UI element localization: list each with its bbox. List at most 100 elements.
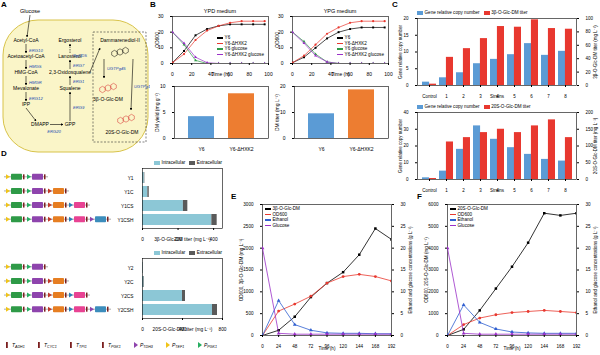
svg-text:3β-O-Glc-DM titer (mg L⁻¹): 3β-O-Glc-DM titer (mg L⁻¹) xyxy=(154,237,211,242)
svg-text:Squalene: Squalene xyxy=(59,85,80,91)
svg-text:HMGR: HMGR xyxy=(29,80,42,85)
svg-text:2000: 2000 xyxy=(243,246,254,251)
svg-text:2,3-Oxidosqualene: 2,3-Oxidosqualene xyxy=(49,69,91,75)
svg-text:20: 20 xyxy=(189,71,195,77)
svg-text:Time (h): Time (h) xyxy=(331,71,350,77)
svg-text:10: 10 xyxy=(403,160,409,165)
svg-text:DM yield (mg g⁻¹): DM yield (mg g⁻¹) xyxy=(154,93,160,132)
svg-text:Y6: Y6 xyxy=(198,146,204,152)
svg-text:3: 3 xyxy=(479,94,482,99)
svg-text:7: 7 xyxy=(547,188,550,193)
svg-text:Strains: Strains xyxy=(490,188,505,193)
svg-text:OD600, 20S-O-Glc-DM (mg L⁻¹): OD600, 20S-O-Glc-DM (mg L⁻¹) xyxy=(424,237,429,303)
svg-text:5: 5 xyxy=(513,188,516,193)
svg-text:Control: Control xyxy=(422,188,437,193)
svg-text:200: 200 xyxy=(586,110,594,115)
svg-text:ERG7: ERG7 xyxy=(73,63,85,68)
svg-text:OD600, 3β-O-Glc-DM (mg L⁻¹): OD600, 3β-O-Glc-DM (mg L⁻¹) xyxy=(239,238,244,301)
svg-text:30: 30 xyxy=(278,13,284,19)
svg-text:5: 5 xyxy=(406,66,409,71)
svg-text:Y2C: Y2C xyxy=(124,280,134,285)
svg-text:ERG10: ERG10 xyxy=(29,48,43,53)
svg-text:6: 6 xyxy=(530,188,533,193)
svg-text:20: 20 xyxy=(586,246,592,251)
svg-text:10: 10 xyxy=(280,109,286,115)
svg-text:0: 0 xyxy=(436,333,439,338)
svg-text:0: 0 xyxy=(141,237,144,242)
svg-text:0: 0 xyxy=(406,83,409,88)
svg-text:0: 0 xyxy=(163,135,166,141)
svg-text:Y1CSH: Y1CSH xyxy=(118,218,135,223)
svg-text:72: 72 xyxy=(308,344,314,349)
svg-text:DM titer (mg L⁻¹): DM titer (mg L⁻¹) xyxy=(274,94,280,131)
svg-text:1000: 1000 xyxy=(243,289,254,294)
svg-text:2000: 2000 xyxy=(428,289,439,294)
svg-text:Y6: Y6 xyxy=(318,146,324,152)
svg-text:Y6-ΔHXK2: Y6-ΔHXK2 xyxy=(349,146,373,152)
svg-text:TCYC1: TCYC1 xyxy=(44,342,57,349)
svg-text:0: 0 xyxy=(251,333,254,338)
svg-text:40: 40 xyxy=(586,56,592,61)
svg-text:Gene relative copy number: Gene relative copy number xyxy=(398,24,403,79)
svg-text:20S-O-Glc-DM titer (mg L⁻¹): 20S-O-Glc-DM titer (mg L⁻¹) xyxy=(153,327,213,332)
svg-text:IPP: IPP xyxy=(22,101,31,107)
svg-text:3000: 3000 xyxy=(428,267,439,272)
svg-text:15: 15 xyxy=(586,267,592,272)
svg-text:Glucose: Glucose xyxy=(20,8,40,14)
svg-text:24: 24 xyxy=(461,344,467,349)
svg-text:192: 192 xyxy=(573,344,581,349)
svg-text:48: 48 xyxy=(477,344,483,349)
svg-text:20S-O-Glc-DM: 20S-O-Glc-DM xyxy=(105,129,138,135)
svg-text:OD600: OD600 xyxy=(154,32,160,48)
svg-text:500: 500 xyxy=(246,311,254,316)
svg-text:0: 0 xyxy=(161,60,164,66)
svg-text:168: 168 xyxy=(372,344,380,349)
svg-text:Y1: Y1 xyxy=(128,176,134,181)
svg-text:GPP: GPP xyxy=(65,121,76,127)
svg-text:PTDH3: PTDH3 xyxy=(140,342,153,349)
svg-text:Y6-ΔHXK2: Y6-ΔHXK2 xyxy=(229,146,253,152)
svg-text:30: 30 xyxy=(403,127,409,132)
svg-text:30: 30 xyxy=(158,13,164,19)
svg-text:3β-O-Glc-DM titer (mg L⁻¹): 3β-O-Glc-DM titer (mg L⁻¹) xyxy=(593,25,598,79)
svg-text:ERG20: ERG20 xyxy=(47,129,61,134)
svg-text:48: 48 xyxy=(292,344,298,349)
svg-text:72: 72 xyxy=(493,344,499,349)
svg-text:10: 10 xyxy=(160,83,166,89)
svg-text:10: 10 xyxy=(586,289,592,294)
svg-text:Acetyl-CoA: Acetyl-CoA xyxy=(13,37,39,43)
svg-text:20: 20 xyxy=(401,246,407,251)
svg-text:25: 25 xyxy=(401,224,407,229)
svg-text:15: 15 xyxy=(401,267,407,272)
svg-text:5000: 5000 xyxy=(428,224,439,229)
svg-text:30: 30 xyxy=(401,202,407,207)
svg-text:3β-O-Glc-DM: 3β-O-Glc-DM xyxy=(93,96,123,102)
svg-text:Acetoacetyl-CoA: Acetoacetyl-CoA xyxy=(7,53,45,59)
svg-text:20: 20 xyxy=(586,70,592,75)
svg-text:144: 144 xyxy=(355,344,363,349)
svg-text:Y2CSH: Y2CSH xyxy=(118,308,135,313)
svg-text:192: 192 xyxy=(388,344,396,349)
svg-text:Dammarenediol-II: Dammarenediol-II xyxy=(100,37,140,43)
svg-text:10: 10 xyxy=(401,289,407,294)
svg-text:8: 8 xyxy=(564,188,567,193)
svg-text:Ergosterol: Ergosterol xyxy=(59,37,82,43)
svg-text:Time (h): Time (h) xyxy=(504,346,521,351)
svg-text:168: 168 xyxy=(557,344,565,349)
svg-text:0: 0 xyxy=(446,344,449,349)
svg-text:800: 800 xyxy=(218,327,226,332)
svg-text:5: 5 xyxy=(401,311,404,316)
svg-text:0: 0 xyxy=(406,177,409,182)
svg-text:24: 24 xyxy=(276,344,282,349)
svg-text:10: 10 xyxy=(403,49,409,54)
svg-text:20: 20 xyxy=(403,16,409,21)
svg-text:4000: 4000 xyxy=(428,246,439,251)
svg-text:ERG12: ERG12 xyxy=(29,96,43,101)
svg-text:100: 100 xyxy=(384,71,393,77)
svg-text:5: 5 xyxy=(513,94,516,99)
svg-text:Control: Control xyxy=(422,94,437,99)
svg-text:Strains: Strains xyxy=(490,94,505,99)
svg-text:ERG1: ERG1 xyxy=(73,79,84,84)
svg-text:25: 25 xyxy=(586,224,592,229)
svg-text:0: 0 xyxy=(283,135,286,141)
